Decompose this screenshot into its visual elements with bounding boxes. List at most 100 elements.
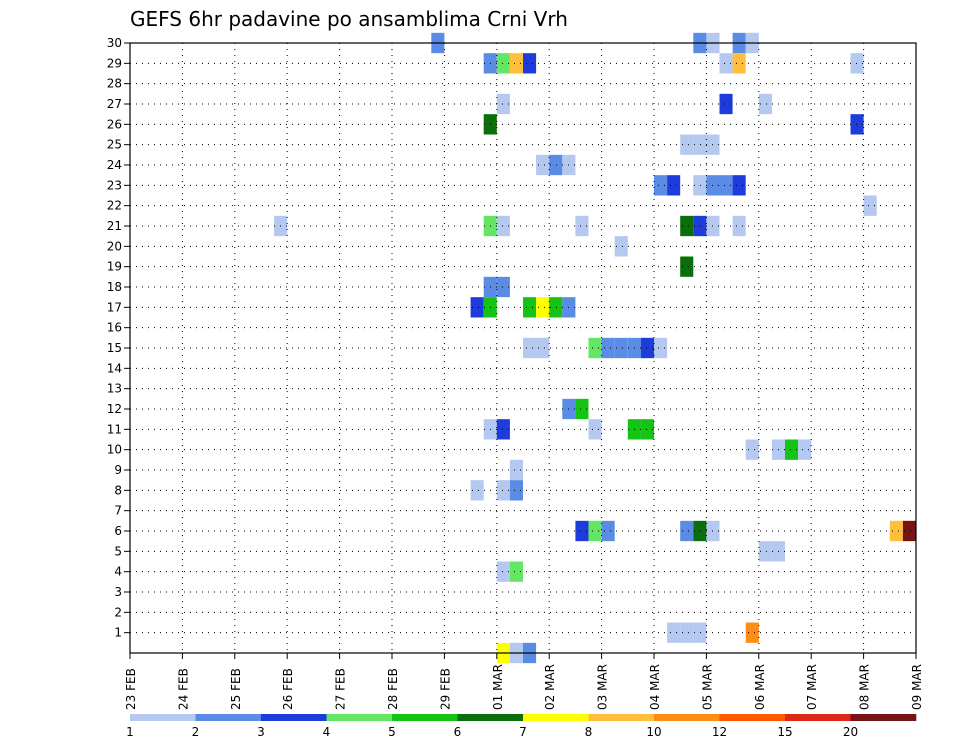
heat-cell bbox=[575, 398, 589, 420]
heat-cell bbox=[693, 134, 707, 155]
heat-cell bbox=[680, 622, 694, 643]
y-tick-label: 23 bbox=[107, 178, 122, 192]
legend-label: 20 bbox=[843, 725, 858, 739]
x-tick-label: 05 MAR bbox=[700, 664, 714, 710]
heat-cell bbox=[496, 480, 510, 501]
heat-cell bbox=[536, 297, 550, 318]
heat-cell bbox=[509, 480, 523, 501]
heat-cell bbox=[654, 175, 668, 196]
heat-cell bbox=[601, 337, 615, 359]
y-tick-label: 10 bbox=[107, 443, 122, 457]
heat-cell bbox=[523, 53, 537, 74]
heat-cell bbox=[496, 53, 510, 74]
y-tick-label: 28 bbox=[107, 77, 122, 91]
heat-cell bbox=[693, 520, 707, 542]
legend-swatch bbox=[261, 714, 327, 721]
legend-label: 8 bbox=[585, 725, 593, 739]
heat-cell bbox=[719, 175, 733, 196]
heat-cell bbox=[732, 53, 746, 74]
heat-cell bbox=[496, 93, 510, 115]
y-tick-label: 7 bbox=[114, 504, 122, 518]
x-tick-label: 01 MAR bbox=[491, 664, 505, 710]
y-tick-label: 25 bbox=[107, 138, 122, 152]
y-tick-label: 16 bbox=[107, 321, 122, 335]
y-tick-label: 27 bbox=[107, 97, 122, 111]
x-tick-label: 27 FEB bbox=[334, 668, 348, 710]
legend-label: 2 bbox=[192, 725, 200, 739]
heat-cell bbox=[640, 337, 654, 359]
heat-cell bbox=[496, 419, 510, 440]
y-tick-label: 17 bbox=[107, 300, 122, 314]
y-tick-label: 26 bbox=[107, 117, 122, 131]
legend-swatch bbox=[719, 714, 786, 721]
y-tick-label: 12 bbox=[107, 402, 122, 416]
x-tick-label: 25 FEB bbox=[229, 668, 243, 710]
heat-cell bbox=[496, 215, 510, 237]
heat-cell bbox=[575, 520, 589, 542]
legend-label: 5 bbox=[388, 725, 396, 739]
heat-cell bbox=[798, 439, 812, 460]
heat-cell bbox=[850, 114, 864, 135]
legend-swatch bbox=[523, 714, 589, 721]
heat-cell bbox=[588, 419, 602, 440]
y-tick-label: 6 bbox=[114, 524, 122, 538]
y-tick-label: 29 bbox=[107, 56, 122, 70]
y-tick-label: 18 bbox=[107, 280, 122, 294]
heat-cell bbox=[496, 276, 510, 298]
heat-cell bbox=[588, 337, 602, 359]
heat-cell bbox=[889, 520, 903, 542]
heat-cell bbox=[549, 297, 563, 318]
heat-cell bbox=[614, 337, 628, 359]
ticks-layer: 1234567891011121314151617181920212223242… bbox=[107, 36, 924, 710]
heat-cell bbox=[496, 561, 510, 582]
y-tick-label: 5 bbox=[114, 544, 122, 558]
legend-label: 10 bbox=[646, 725, 661, 739]
x-tick-label: 02 MAR bbox=[543, 664, 557, 710]
y-tick-label: 24 bbox=[107, 158, 122, 172]
x-tick-label: 06 MAR bbox=[753, 664, 767, 710]
heat-cell bbox=[640, 419, 654, 440]
heat-cell bbox=[575, 215, 589, 237]
legend-label: 15 bbox=[777, 725, 792, 739]
heat-cell bbox=[614, 236, 628, 257]
heat-cell bbox=[509, 53, 523, 74]
legend-swatch bbox=[654, 714, 720, 721]
heat-cell bbox=[745, 622, 759, 643]
heat-cell bbox=[680, 215, 694, 237]
legend-swatch bbox=[850, 714, 917, 721]
x-tick-label: 07 MAR bbox=[805, 664, 819, 710]
heat-cell bbox=[758, 93, 772, 115]
y-tick-label: 19 bbox=[107, 260, 122, 274]
heat-cell bbox=[667, 622, 681, 643]
heat-cell bbox=[523, 297, 537, 318]
legend-swatch bbox=[785, 714, 851, 721]
heat-cell bbox=[536, 337, 550, 359]
legend-swatch bbox=[195, 714, 262, 721]
y-tick-label: 22 bbox=[107, 199, 122, 213]
heat-cell bbox=[693, 215, 707, 237]
legend-swatch bbox=[588, 714, 655, 721]
y-tick-label: 8 bbox=[114, 483, 122, 497]
heat-cell bbox=[549, 154, 563, 176]
heat-cell bbox=[680, 134, 694, 155]
y-tick-label: 20 bbox=[107, 239, 122, 253]
y-tick-label: 13 bbox=[107, 382, 122, 396]
y-tick-label: 11 bbox=[107, 422, 122, 436]
heat-cell bbox=[902, 520, 916, 542]
heat-cell bbox=[667, 175, 681, 196]
heat-cell bbox=[509, 561, 523, 582]
legend-swatch bbox=[326, 714, 393, 721]
legend-label: 4 bbox=[323, 725, 331, 739]
legend-layer: 1 2 3 4 5 6 7 8 10 12 15 20 bbox=[126, 714, 917, 739]
chart-title: GEFS 6hr padavine po ansamblima Crni Vrh bbox=[130, 7, 568, 31]
legend-label: 3 bbox=[257, 725, 265, 739]
x-tick-label: 26 FEB bbox=[281, 668, 295, 710]
legend-swatch bbox=[392, 714, 458, 721]
heat-cell bbox=[470, 480, 484, 501]
heat-cell bbox=[523, 337, 537, 359]
x-tick-label: 08 MAR bbox=[858, 664, 872, 710]
y-tick-label: 15 bbox=[107, 341, 122, 355]
heat-cell bbox=[745, 439, 759, 460]
